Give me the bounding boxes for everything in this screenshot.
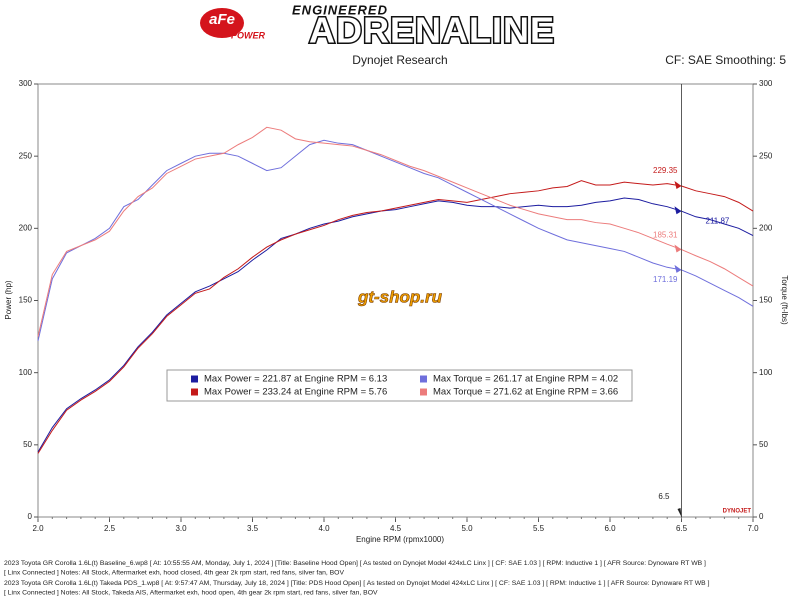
- annotation-label: 211.87: [706, 216, 730, 225]
- annotation-label: 185.31: [653, 231, 678, 240]
- legend: [166, 369, 633, 402]
- x-tick-label: 3.0: [175, 524, 187, 533]
- watermark: gt-shop.ru: [357, 287, 443, 306]
- brand: aFe: [209, 11, 235, 28]
- x-tick-label: 3.5: [247, 524, 259, 533]
- tagline-top: ENGINEERED: [292, 2, 388, 17]
- footer-note: 2023 Toyota GR Corolla 1.6L(t) Baseline_…: [4, 560, 706, 567]
- legend-label: Max Torque = 271.62 at Engine RPM = 3.66: [433, 387, 618, 398]
- series-line: [37, 197, 754, 453]
- x-tick-label: 2.0: [32, 524, 44, 533]
- legend-label: Max Power = 233.24 at Engine RPM = 5.76: [204, 387, 387, 398]
- y2-tick-label: 100: [759, 368, 773, 377]
- annotation-marker: [674, 244, 682, 253]
- y2-axis-label: Torque (ft-lbs): [780, 275, 789, 325]
- x-tick-label: 4.0: [318, 524, 330, 533]
- footer-note: 2023 Toyota GR Corolla 1.6L(t) Takeda PD…: [4, 580, 710, 587]
- cursor-marker: [677, 508, 682, 517]
- y2-tick-label: 300: [759, 79, 773, 88]
- annotation-label: 171.19: [653, 275, 678, 284]
- chart-title: Dynojet Research: [352, 53, 447, 67]
- series-line: [37, 139, 754, 342]
- series-line: [37, 180, 754, 454]
- chart-subtitle: CF: SAE Smoothing: 5: [665, 53, 786, 67]
- legend-swatch: [420, 375, 427, 383]
- y-tick-label: 100: [19, 368, 33, 377]
- y-tick-label: 300: [19, 79, 33, 88]
- x-tick-label: 2.5: [104, 524, 116, 533]
- y-tick-label: 250: [19, 151, 33, 160]
- x-tick-label: 6.0: [604, 524, 616, 533]
- annotation-marker: [674, 180, 682, 189]
- plot-area: [37, 83, 754, 518]
- y2-tick-label: 150: [759, 296, 773, 305]
- legend-swatch: [420, 388, 427, 396]
- brand-sub: POWER: [231, 30, 266, 40]
- cursor-label: 6.5: [658, 492, 670, 501]
- series-line: [37, 126, 754, 337]
- annotation-marker: [674, 206, 682, 215]
- y-tick-label: 150: [19, 296, 33, 305]
- x-tick-label: 7.0: [747, 524, 759, 533]
- tagline: ADRENALINE: [309, 10, 555, 51]
- legend-label: Max Torque = 261.17 at Engine RPM = 4.02: [433, 374, 618, 385]
- x-axis-label: Engine RPM (rpmx1000): [356, 535, 444, 544]
- y-tick-label: 50: [23, 440, 32, 449]
- dynojet-badge: DYNOJET: [723, 509, 752, 515]
- y2-tick-label: 0: [759, 512, 764, 521]
- annotation-marker: [674, 264, 682, 273]
- footer-note: [ Linx Connected ] Notes: All Stock, Tak…: [4, 589, 378, 596]
- y-axis-label: Power (hp): [4, 280, 13, 319]
- legend-swatch: [191, 375, 198, 383]
- y2-tick-label: 50: [759, 440, 768, 449]
- legend-swatch: [191, 388, 198, 396]
- x-tick-label: 5.0: [461, 524, 473, 533]
- y-tick-label: 200: [19, 223, 33, 232]
- x-tick-label: 4.5: [390, 524, 402, 533]
- annotation-label: 229.35: [653, 166, 678, 175]
- logo-badge: [200, 8, 244, 38]
- x-tick-label: 5.5: [533, 524, 545, 533]
- legend-label: Max Power = 221.87 at Engine RPM = 6.13: [204, 374, 387, 385]
- y2-tick-label: 200: [759, 223, 773, 232]
- y-tick-label: 0: [28, 512, 33, 521]
- x-tick-label: 6.5: [676, 524, 688, 533]
- footer-note: [ Linx Connected ] Notes: All Stock, Aft…: [4, 569, 344, 576]
- logo: aFe POWER ENGINEERED ADRENALINE: [200, 2, 556, 52]
- y2-tick-label: 250: [759, 151, 773, 160]
